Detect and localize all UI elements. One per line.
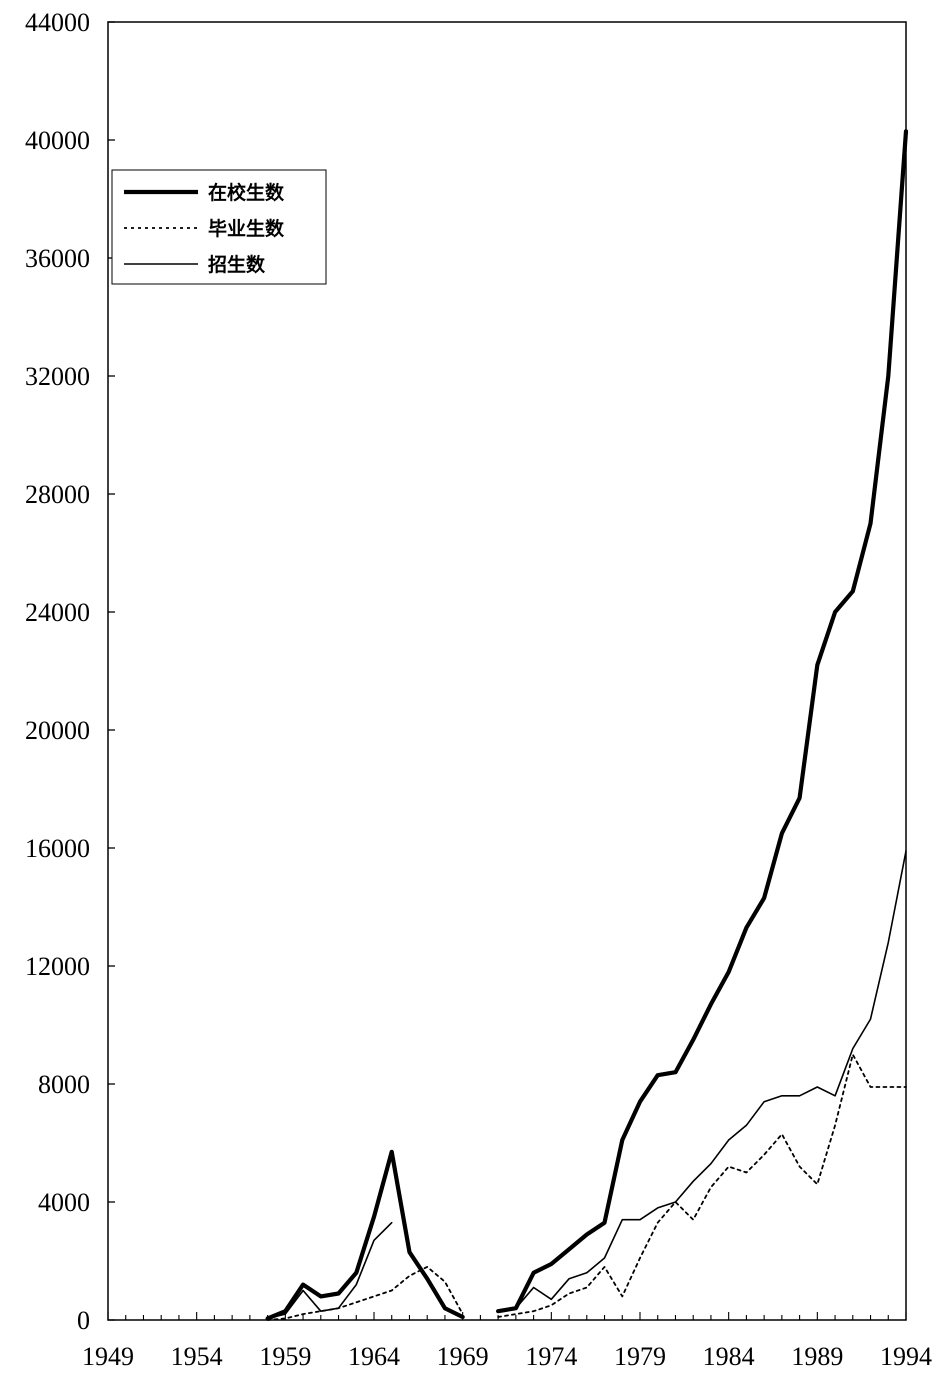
x-tick-label: 1984 <box>703 1342 755 1371</box>
x-tick-label: 1994 <box>880 1342 932 1371</box>
series-0 <box>265 129 909 1321</box>
y-tick-label: 0 <box>77 1306 90 1335</box>
y-tick-label: 24000 <box>25 598 90 627</box>
series-line-0-1 <box>496 129 909 1314</box>
chart-axes <box>107 21 907 1321</box>
x-tick-label: 1969 <box>437 1342 489 1371</box>
y-tick-label: 8000 <box>38 1070 90 1099</box>
series-line-1-1 <box>497 1053 907 1318</box>
y-tick-label: 28000 <box>25 480 90 509</box>
y-axis-ticks: 0 4000 8000 12000 16000 20000 24000 28000 32000 3… <box>25 8 115 1335</box>
series-line-2-0 <box>266 1221 393 1320</box>
y-tick-label: 40000 <box>25 126 90 155</box>
x-axis-ticks: 1949 1954 1959 1964 1969 1974 1979 1984 1989 1994 <box>82 1312 932 1371</box>
y-tick-label: 44000 <box>25 8 90 37</box>
legend-box <box>111 169 327 285</box>
y-tick-label: 12000 <box>25 952 90 981</box>
legend-label: 在校生数 <box>208 181 285 204</box>
series-line-0-0 <box>265 1149 465 1321</box>
x-tick-label: 1989 <box>791 1342 843 1371</box>
legend-label: 毕业生数 <box>208 217 285 240</box>
x-tick-label: 1949 <box>82 1342 134 1371</box>
y-tick-label: 36000 <box>25 244 90 273</box>
series-line-2-1 <box>497 850 907 1312</box>
legend-label: 招生数 <box>208 253 266 276</box>
series-lines <box>265 129 909 1321</box>
y-tick-label: 4000 <box>38 1188 90 1217</box>
series-2 <box>266 850 907 1320</box>
series-1 <box>266 1053 907 1321</box>
series-line-1-0 <box>266 1266 464 1321</box>
x-tick-label: 1979 <box>614 1342 666 1371</box>
x-tick-label: 1964 <box>348 1342 400 1371</box>
x-tick-label: 1974 <box>525 1342 577 1371</box>
y-tick-label: 32000 <box>25 362 90 391</box>
plot-frame <box>107 21 907 1321</box>
y-tick-label: 20000 <box>25 716 90 745</box>
x-tick-label: 1954 <box>171 1342 223 1371</box>
y-tick-label: 16000 <box>25 834 90 863</box>
x-tick-label: 1959 <box>259 1342 311 1371</box>
